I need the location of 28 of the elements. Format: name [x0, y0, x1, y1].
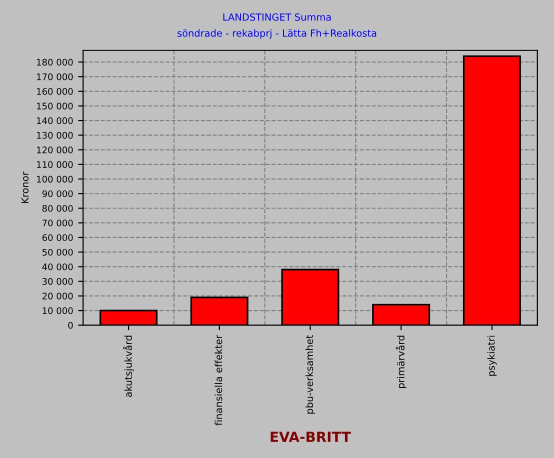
y-tick-label: 90 000	[42, 190, 73, 198]
y-tick-label: 30 000	[42, 278, 73, 285]
y-tick-label: 20 000	[42, 292, 73, 300]
y-tick-label: 70 000	[42, 220, 73, 226]
x-tick-label: finansiella effekter	[214, 334, 222, 426]
y-tick-label: 100 000	[37, 176, 73, 183]
y-tick-label: 120 000	[37, 146, 73, 154]
y-tick-label: 10 000	[42, 307, 73, 314]
y-tick-label: 80 000	[42, 204, 73, 212]
x-tick-label: psykiatri	[487, 336, 497, 376]
y-tick-label: 0	[68, 322, 73, 329]
y-tick-label: 130 000	[37, 132, 73, 139]
y-axis-title: Kronor	[21, 172, 29, 203]
y-tick-label: 180 000	[37, 58, 73, 66]
chart-title: LANDSTINGET Summa	[223, 13, 331, 21]
y-tick-label: 160 000	[37, 88, 73, 95]
y-tick-label: 110 000	[37, 161, 73, 168]
chart-subtitle: söndrade - rekabprj - Lätta Fh+Realkosta	[178, 29, 376, 39]
y-tick-label: 150 000	[37, 102, 73, 110]
y-tick-label: 170 000	[37, 73, 73, 80]
x-axis-title: EVA-BRITT	[270, 432, 351, 442]
x-tick-label: primärvård	[396, 336, 406, 388]
y-tick-label: 50 000	[42, 248, 73, 256]
x-tick-label: pbu-verksamhet	[306, 335, 315, 414]
y-tick-label: 60 000	[42, 234, 73, 242]
y-tick-label: 40 000	[42, 263, 73, 270]
y-tick-label: 140 000	[37, 117, 73, 124]
x-tick-label: akutsjukvård	[123, 336, 134, 397]
